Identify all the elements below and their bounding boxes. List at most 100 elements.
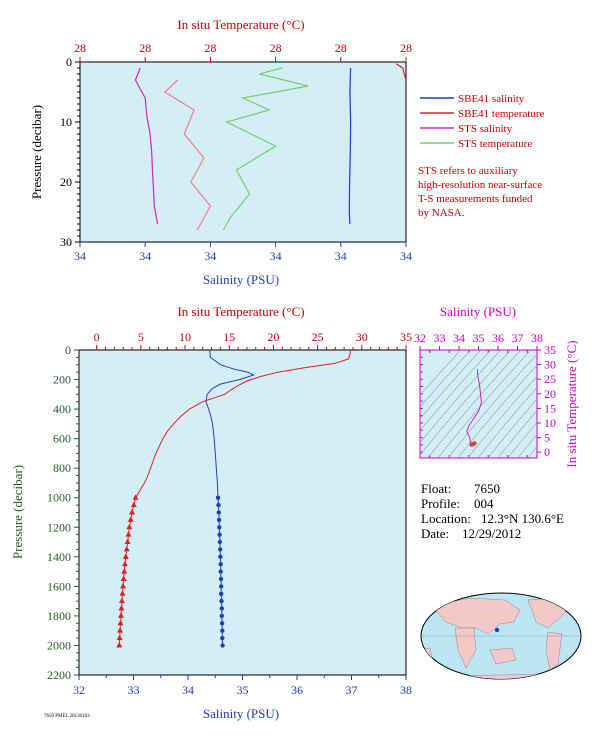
temperature-point-marker <box>117 627 124 633</box>
ts-salinity-tick-label: 36 <box>492 331 504 345</box>
top-tick-label: 28 <box>335 41 347 55</box>
salinity-point-marker <box>217 525 222 530</box>
ts-deep-point <box>472 441 477 446</box>
salinity-point-marker <box>218 576 224 582</box>
density-contour-line <box>447 353 537 458</box>
plot-area-top <box>79 61 407 243</box>
pressure-tick-label: 0 <box>65 343 71 357</box>
salinity-point-marker <box>218 554 223 559</box>
temp-tick-label: 25 <box>312 330 324 344</box>
series-line <box>348 67 352 225</box>
temperature-point-marker <box>123 545 130 552</box>
density-contour-line <box>497 410 537 458</box>
bottom-salinity-ticks: 34 34 34 34 34 34 <box>74 242 412 263</box>
pressure-tick-label: 400 <box>53 402 71 416</box>
pressure-tick-label: 1200 <box>47 520 71 534</box>
ts-temperature-axis-title: In situ Temperature (°C) <box>564 340 579 467</box>
date-value: 12/29/2012 <box>462 526 521 541</box>
salinity-point-marker <box>216 510 221 515</box>
density-contour-line <box>427 350 522 458</box>
salinity-point-marker <box>219 598 224 604</box>
pressure-tick-label: 1600 <box>47 579 71 593</box>
series-line <box>134 67 159 225</box>
salinity-tick-label: 34 <box>182 683 194 697</box>
ts-temperature-tick-label: 0 <box>544 445 550 459</box>
salinity-point-marker <box>217 532 222 537</box>
ts-diagram-panel: Salinity (PSU) In situ Temperature (°C) … <box>414 304 579 468</box>
salinity-point-marker <box>219 606 224 611</box>
left-pressure-ticks: 0 10 20 30 <box>60 55 80 249</box>
salinity-point-marker <box>217 539 223 545</box>
salinity-point-marker <box>220 635 225 641</box>
series-line <box>222 67 309 231</box>
ts-salinity-tick-label: 37 <box>512 331 524 345</box>
temperature-point-marker <box>117 612 124 618</box>
main-pressure-ticks: 0 200 400 600 800 1000 1200 1400 1600 1800 2000 220… <box>47 343 79 682</box>
bottom-tick-label: 34 <box>335 249 347 263</box>
density-contour-line <box>517 433 537 458</box>
ts-series <box>466 369 482 447</box>
salinity-point-marker <box>220 628 225 633</box>
deep-profile-panel: In situ Temperature (°C) Salinity (PSU) … <box>10 304 412 721</box>
pressure-tick-label: 1000 <box>47 491 71 505</box>
ts-temperature-tick-label: 30 <box>544 358 556 372</box>
top-tick-label: 28 <box>400 41 412 55</box>
ts-salinity-tick-label: 38 <box>531 331 543 345</box>
temperature-point-marker <box>120 582 127 589</box>
main-temperature-ticks: 0 5 10 15 20 25 30 35 <box>94 330 412 350</box>
legend-label-sts-temperature: STS temperature <box>458 138 532 150</box>
pressure-tick-label: 200 <box>53 373 71 387</box>
salinity-tick-label: 37 <box>346 683 358 697</box>
temperature-point-marker <box>126 523 133 530</box>
salinity-point-marker <box>218 569 223 574</box>
ts-salinity-axis-title: Salinity (PSU) <box>440 304 516 319</box>
salinity-point-marker <box>219 591 224 596</box>
salinity-point-marker <box>219 621 225 626</box>
temperature-point-marker <box>118 597 125 604</box>
temperature-point-marker <box>119 590 126 596</box>
temperature-point-marker <box>124 538 131 545</box>
float-position-marker <box>494 627 500 633</box>
deep-profile-series <box>116 350 351 648</box>
main-pressure-axis-title: Pressure (decibar) <box>10 465 25 559</box>
temp-tick-label: 35 <box>400 330 412 344</box>
main-salinity-axis-title: Salinity (PSU) <box>203 706 279 721</box>
salinity-point-marker <box>219 613 224 619</box>
top-tick-label: 28 <box>204 41 216 55</box>
temperature-point-marker <box>118 605 125 611</box>
density-contour-line <box>477 387 537 458</box>
sts-note: STS refers to auxiliary high-resolution … <box>418 165 542 219</box>
salinity-tick-label: 33 <box>128 683 140 697</box>
world-map <box>420 592 582 680</box>
profile-label: Profile: <box>421 496 460 511</box>
density-contour-line <box>420 350 502 444</box>
legend-label-sbe41-temperature: SBE41 temperature <box>458 108 545 120</box>
note-line-1: STS refers to auxiliary <box>418 165 518 177</box>
salinity-point-marker <box>220 643 225 648</box>
ts-temperature-tick-label: 20 <box>544 387 556 401</box>
bottom-salinity-axis-title: Salinity (PSU) <box>203 272 279 287</box>
temperature-point-marker <box>116 634 123 641</box>
top-temperature-axis-title: In situ Temperature (°C) <box>177 17 304 32</box>
density-contour-line <box>527 446 537 458</box>
density-contour-line <box>420 350 492 432</box>
ts-temperature-tick-label: 15 <box>544 401 556 415</box>
density-contour-line <box>420 350 512 456</box>
salinity-tick-label: 36 <box>291 683 303 697</box>
temperature-point-marker <box>127 516 134 522</box>
land-antarctica <box>439 673 561 679</box>
main-temperature-axis-title: In situ Temperature (°C) <box>177 304 304 319</box>
salinity-point-marker <box>216 502 221 508</box>
left-tick-label: 20 <box>60 175 72 189</box>
salinity-tick-label: 38 <box>400 683 412 697</box>
note-line-4: by NASA. <box>418 207 465 219</box>
density-contour-line <box>467 375 537 458</box>
ts-temperature-tick-label: 25 <box>544 372 556 386</box>
left-pressure-axis-title: Pressure (decibar) <box>29 105 44 199</box>
density-contour-line <box>420 350 482 420</box>
temperature-point-marker <box>129 509 136 515</box>
density-contour-line <box>420 350 462 396</box>
pressure-tick-label: 800 <box>53 461 71 475</box>
